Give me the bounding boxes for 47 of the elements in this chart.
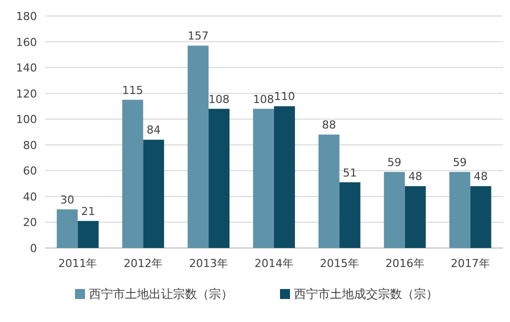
bar [143, 140, 164, 248]
bar [384, 172, 405, 248]
data-label: 51 [342, 166, 357, 180]
data-label: 59 [387, 156, 402, 169]
y-tick-label: 100 [16, 113, 37, 126]
bar [78, 220, 99, 248]
bar [56, 209, 78, 248]
bar [470, 186, 492, 248]
bar [404, 186, 426, 248]
y-tick-label: 140 [16, 62, 37, 75]
data-label: 108 [208, 92, 230, 106]
data-label: 88 [322, 118, 336, 132]
bar [449, 172, 470, 248]
y-tick-label: 160 [16, 36, 37, 49]
y-tick-label: 180 [16, 10, 37, 23]
legend-label: 西宁市土地出让宗数（宗） [89, 287, 233, 301]
data-label: 30 [60, 193, 74, 206]
data-label: 157 [188, 30, 209, 43]
x-tick-label: 2014年 [254, 257, 294, 270]
data-label: 59 [452, 156, 467, 169]
data-label: 48 [474, 170, 488, 184]
y-tick-label: 0 [30, 242, 37, 255]
x-tick-label: 2013年 [189, 257, 228, 270]
bar [274, 106, 295, 248]
data-label: 115 [122, 84, 144, 97]
bar [318, 134, 340, 248]
x-tick-label: 2011年 [58, 257, 98, 270]
y-tick-label: 20 [23, 216, 37, 230]
y-tick-label: 40 [23, 190, 37, 204]
data-label: 110 [274, 90, 295, 104]
x-tick-label: 2015年 [320, 257, 359, 270]
bar [208, 108, 230, 248]
bar [253, 108, 274, 248]
data-label: 84 [146, 124, 161, 137]
data-label: 48 [408, 170, 422, 184]
bar [339, 182, 360, 248]
y-tick-label: 120 [16, 87, 37, 100]
bar [188, 46, 209, 248]
bar [122, 100, 144, 248]
y-tick-label: 60 [23, 164, 37, 178]
x-tick-label: 2016年 [385, 257, 424, 270]
x-tick-label: 2017年 [450, 257, 490, 270]
legend-label: 西宁市土地成交宗数（宗） [294, 287, 438, 301]
data-label: 21 [81, 204, 96, 218]
y-tick-label: 80 [23, 138, 37, 152]
x-tick-label: 2012年 [124, 257, 163, 270]
data-label: 108 [253, 92, 274, 106]
